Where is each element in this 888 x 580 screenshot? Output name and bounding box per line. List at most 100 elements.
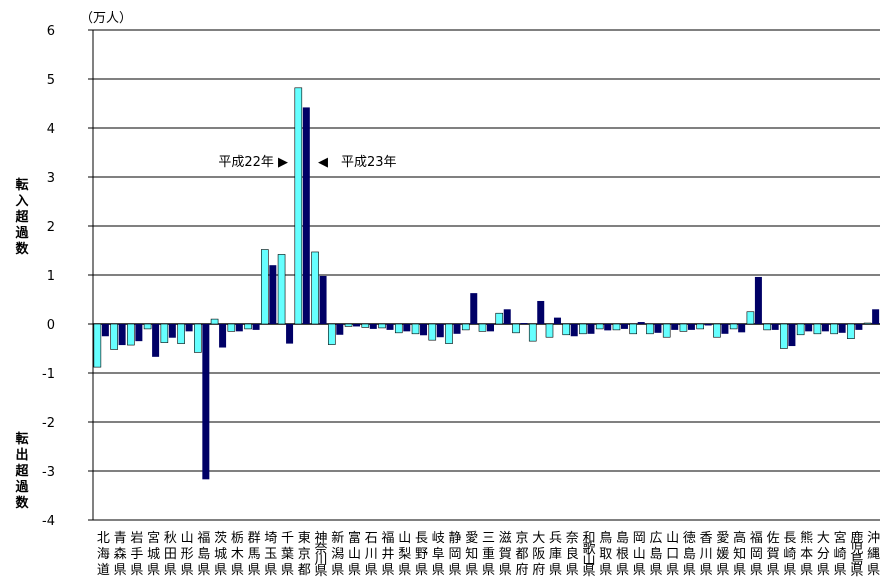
bar-平成23年-兵庫県 bbox=[553, 317, 561, 324]
x-tick-label: 埼玉県 bbox=[264, 531, 277, 578]
x-tick-label: 茨城県 bbox=[214, 531, 227, 578]
bar-平成22年-福井県 bbox=[378, 323, 386, 329]
bar-平成22年-岩手県 bbox=[127, 323, 135, 346]
x-tick-label: 島根県 bbox=[616, 531, 629, 578]
bar-平成23年-岐阜県 bbox=[436, 324, 444, 338]
bar-平成23年-三重県 bbox=[487, 324, 494, 332]
bar-平成23年-山梨県 bbox=[403, 324, 411, 332]
x-tick-label: 神奈川県 bbox=[315, 531, 328, 579]
x-tick-label: 和歌山県 bbox=[582, 531, 595, 579]
x-tick-label: 山梨県 bbox=[398, 531, 411, 578]
bar-平成22年-香川県 bbox=[696, 323, 704, 330]
bar-平成22年-三重県 bbox=[478, 323, 487, 332]
bar-平成23年-香川県 bbox=[704, 324, 712, 326]
bar-平成22年-群馬県 bbox=[244, 323, 252, 330]
bar-平成22年-新潟県 bbox=[327, 323, 336, 345]
bar-平成22年-福島県 bbox=[194, 323, 202, 353]
y-label-top: 転入超過数 bbox=[15, 178, 29, 257]
x-tick-label: 宮崎県 bbox=[834, 530, 847, 578]
bar-平成22年-岐阜県 bbox=[428, 323, 437, 341]
bar-平成22年-高知県 bbox=[729, 323, 738, 330]
bar-平成22年-栃木県 bbox=[227, 323, 236, 332]
bar-平成23年-埼玉県 bbox=[269, 265, 277, 324]
bar-平成22年-沖縄県 bbox=[863, 322, 872, 325]
x-tick-label: 秋田県 bbox=[164, 531, 177, 578]
bar-平成22年-熊本県 bbox=[796, 323, 805, 336]
x-tick-label: 岡山県 bbox=[633, 531, 646, 578]
x-tick-label: 京都府 bbox=[515, 531, 528, 578]
x-tick-label: 山形県 bbox=[181, 531, 194, 578]
annotation-heisei22: 平成22年 ▶ bbox=[218, 155, 288, 170]
y-tick-label: 1 bbox=[47, 269, 55, 284]
bar-平成23年-沖縄県 bbox=[872, 309, 880, 324]
bar-平成23年-青森県 bbox=[118, 324, 126, 346]
x-tick-label: 福岡県 bbox=[750, 531, 763, 578]
bars bbox=[93, 87, 880, 480]
bar-平成23年-石川県 bbox=[369, 324, 377, 329]
bar-平成23年-愛知県 bbox=[470, 293, 478, 324]
y-tick-label: -4 bbox=[42, 514, 55, 529]
x-tick-label: 広島県 bbox=[649, 531, 662, 578]
bar-平成22年-島根県 bbox=[612, 323, 621, 331]
x-tick-label: 北海道 bbox=[97, 531, 110, 578]
unit-label: （万人） bbox=[80, 11, 132, 26]
bar-平成22年-茨城県 bbox=[210, 318, 219, 325]
y-tick-label: -1 bbox=[42, 367, 55, 382]
x-tick-label: 山口県 bbox=[666, 531, 679, 578]
x-tick-label: 大分県 bbox=[817, 531, 830, 578]
bar-平成23年-群馬県 bbox=[252, 324, 260, 330]
bar-平成23年-宮崎県 bbox=[838, 324, 846, 333]
bar-平成23年-佐賀県 bbox=[771, 324, 779, 330]
bar-平成23年-福島県 bbox=[202, 324, 210, 480]
bar-平成22年-京都府 bbox=[512, 323, 520, 334]
bar-平成22年-兵庫県 bbox=[545, 323, 554, 338]
bar-平成22年-大分県 bbox=[813, 323, 822, 335]
bar-平成22年-奈良県 bbox=[562, 323, 571, 336]
x-tick-label: 兵庫県 bbox=[549, 531, 562, 578]
bar-平成22年-山形県 bbox=[177, 323, 185, 344]
y-tick-labels: 6 5 4 3 2 1 0 -1 -2 -3 -4 bbox=[42, 24, 55, 529]
x-tick-label: 徳島県 bbox=[683, 531, 696, 578]
bar-平成23年-愛媛県 bbox=[721, 324, 729, 334]
x-tick-label: 鹿児島県 bbox=[850, 530, 863, 579]
x-tick-label: 千葉県 bbox=[281, 531, 294, 578]
bar-平成23年-福岡県 bbox=[754, 276, 762, 324]
bar-平成22年-静岡県 bbox=[445, 323, 453, 344]
x-tick-label: 佐賀県 bbox=[767, 531, 780, 578]
bar-平成23年-秋田県 bbox=[168, 324, 176, 338]
bar-平成23年-和歌山県 bbox=[587, 324, 595, 334]
bar-平成23年-鳥取県 bbox=[604, 324, 612, 331]
bar-平成23年-富山県 bbox=[353, 324, 361, 327]
bar-平成22年-青森県 bbox=[110, 323, 118, 350]
bar-平成23年-徳島県 bbox=[687, 324, 695, 330]
y-label-bottom: 転出超過数 bbox=[15, 432, 29, 511]
x-tick-label: 奈良県 bbox=[566, 531, 579, 578]
x-tick-label: 三重県 bbox=[482, 531, 495, 578]
bar-平成22年-愛知県 bbox=[461, 323, 470, 331]
x-tick-label: 長崎県 bbox=[783, 531, 796, 578]
bar-平成23年-滋賀県 bbox=[503, 309, 511, 324]
x-tick-label: 沖縄県 bbox=[867, 531, 880, 578]
bar-平成22年-埼玉県 bbox=[261, 249, 269, 325]
x-tick-label: 滋賀県 bbox=[499, 531, 512, 578]
y-tick-label: 4 bbox=[47, 122, 55, 137]
bar-平成22年-山口県 bbox=[662, 323, 671, 338]
bar-平成22年-秋田県 bbox=[160, 323, 169, 343]
bar-平成23年-島根県 bbox=[620, 324, 628, 329]
bar-平成23年-東京都 bbox=[302, 107, 310, 324]
y-tick-label: 5 bbox=[47, 73, 55, 88]
bar-平成22年-滋賀県 bbox=[495, 312, 504, 325]
bar-平成22年-鹿児島県 bbox=[847, 323, 855, 339]
x-tick-label: 長野県 bbox=[415, 531, 428, 578]
x-tick-label: 愛媛県 bbox=[716, 531, 729, 578]
x-tick-label: 静岡県 bbox=[449, 531, 462, 578]
x-tick-label: 石川県 bbox=[365, 531, 378, 578]
bar-平成23年-熊本県 bbox=[805, 324, 813, 332]
x-tick-label: 東京都 bbox=[298, 530, 311, 578]
y-tick-label: 6 bbox=[47, 24, 55, 39]
bar-平成23年-宮城県 bbox=[152, 324, 160, 357]
bar-平成23年-福井県 bbox=[386, 324, 394, 330]
bar-平成22年-広島県 bbox=[646, 323, 654, 335]
x-tick-label: 栃木県 bbox=[231, 531, 244, 578]
